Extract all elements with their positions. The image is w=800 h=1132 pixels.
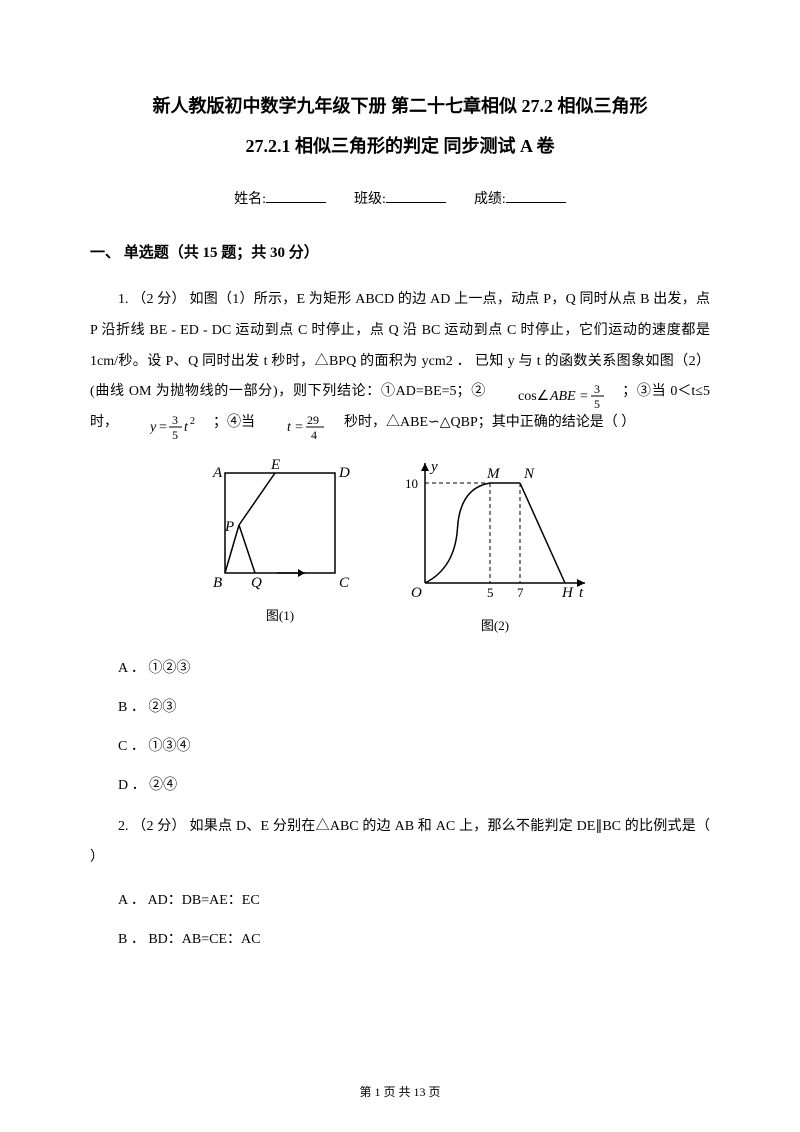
q1-opt-c: C ． ①③④ xyxy=(90,734,710,759)
svg-text:7: 7 xyxy=(517,585,524,600)
q1-mid3: 秒时，△ABE∽△QBP；其中正确的结论是（ ） xyxy=(344,415,635,430)
svg-text:10: 10 xyxy=(405,476,418,491)
svg-text:t: t xyxy=(287,420,292,435)
fig1-svg: A D B C E P Q xyxy=(205,453,355,593)
formula-t: t = 29 4 xyxy=(259,411,341,435)
q1-mid2: ；④当 xyxy=(213,415,259,430)
svg-text:=: = xyxy=(295,420,303,435)
svg-text:E: E xyxy=(270,457,280,473)
svg-text:H: H xyxy=(561,585,574,601)
svg-text:t: t xyxy=(184,420,189,435)
svg-text:y: y xyxy=(429,459,438,475)
q1-stem: 1. （2 分） 如图（1）所示，E 为矩形 ABCD 的边 AD 上一点，动点… xyxy=(90,285,710,439)
q2-opt-a: A ． AD：DB=AE：EC xyxy=(90,888,710,913)
svg-text:cos∠: cos∠ xyxy=(518,389,549,404)
title-line-1: 新人教版初中数学九年级下册 第二十七章相似 27.2 相似三角形 xyxy=(90,90,710,122)
svg-text:5: 5 xyxy=(594,397,600,410)
name-blank[interactable] xyxy=(266,189,326,203)
svg-text:B: B xyxy=(213,575,222,591)
fig2-caption: 图(2) xyxy=(395,614,595,637)
name-label: 姓名: xyxy=(234,192,266,207)
formula-y: y = 3 5 t 2 xyxy=(122,411,210,435)
svg-text:2: 2 xyxy=(190,416,195,427)
svg-text:=: = xyxy=(159,420,167,435)
score-blank[interactable] xyxy=(506,189,566,203)
svg-text:D: D xyxy=(338,465,350,481)
svg-text:29: 29 xyxy=(307,413,319,427)
svg-text:P: P xyxy=(224,519,234,535)
svg-text:Q: Q xyxy=(251,575,262,591)
score-label: 成绩: xyxy=(474,192,506,207)
svg-text:N: N xyxy=(523,466,535,482)
q1-opt-d: D ． ②④ xyxy=(90,773,710,798)
page-footer: 第 1 页 共 13 页 xyxy=(0,1082,800,1104)
svg-text:5: 5 xyxy=(487,585,494,600)
title-line-2: 27.2.1 相似三角形的判定 同步测试 A 卷 xyxy=(90,130,710,162)
svg-text:A: A xyxy=(212,465,223,481)
figure-1: A D B C E P Q 图(1) xyxy=(205,453,355,638)
svg-text:ABE: ABE xyxy=(549,389,576,404)
q2-opt-b: B ． BD：AB=CE：AC xyxy=(90,927,710,952)
class-blank[interactable] xyxy=(386,189,446,203)
q1-opt-a: A ． ①②③ xyxy=(90,656,710,681)
q2-stem: 2. （2 分） 如果点 D、E 分别在△ABC 的边 AB 和 AC 上，那么… xyxy=(90,812,710,874)
svg-text:3: 3 xyxy=(594,382,600,396)
svg-text:O: O xyxy=(411,585,422,601)
svg-text:M: M xyxy=(486,466,501,482)
svg-text:5: 5 xyxy=(172,428,178,441)
svg-text:t: t xyxy=(579,585,584,601)
section-heading: 一、 单选题（共 15 题；共 30 分） xyxy=(90,240,710,267)
svg-text:=: = xyxy=(580,389,588,404)
student-info: 姓名: 班级: 成绩: xyxy=(90,187,710,212)
q1-figures: A D B C E P Q 图(1) 10 5 7 O M N Hy t 图(2) xyxy=(90,453,710,638)
figure-2: 10 5 7 O M N Hy t 图(2) xyxy=(395,453,595,638)
q1-opt-b: B ． ②③ xyxy=(90,695,710,720)
svg-text:4: 4 xyxy=(311,428,317,441)
svg-text:C: C xyxy=(339,575,350,591)
fig2-svg: 10 5 7 O M N Hy t xyxy=(395,453,595,603)
svg-text:3: 3 xyxy=(172,413,178,427)
formula-cos: cos∠ ABE = 3 5 xyxy=(490,380,618,404)
fig1-caption: 图(1) xyxy=(205,604,355,627)
svg-text:y: y xyxy=(150,420,157,435)
class-label: 班级: xyxy=(354,192,386,207)
